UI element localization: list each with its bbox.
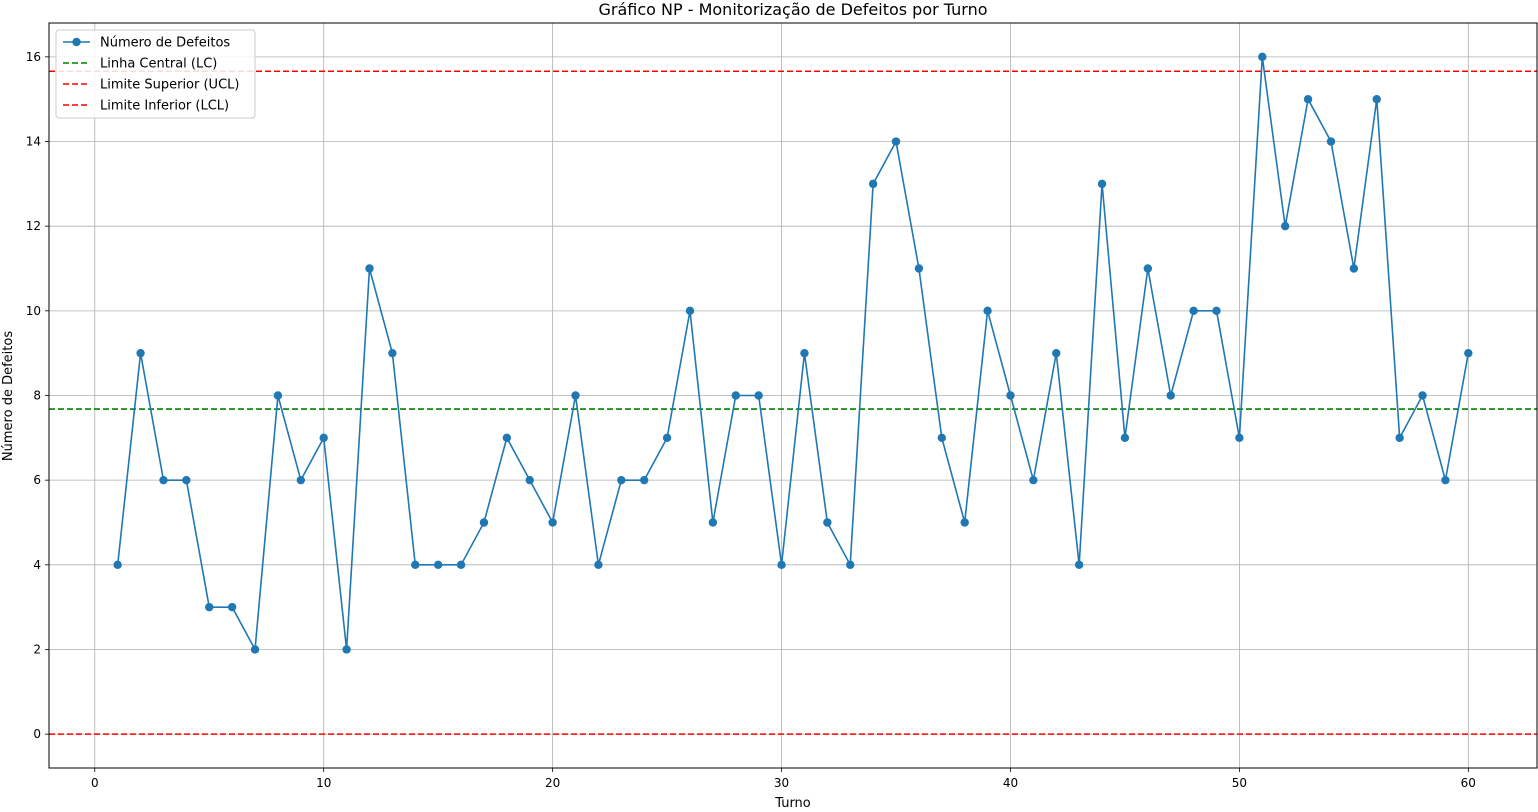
legend-box <box>55 29 256 119</box>
data-point <box>685 306 695 316</box>
legend-marker <box>72 37 81 47</box>
y-tick-label: 16 <box>26 50 41 64</box>
data-point <box>777 560 786 570</box>
data-point <box>846 560 855 570</box>
data-point <box>1166 391 1175 400</box>
data-point <box>1372 94 1381 104</box>
data-point <box>479 518 489 527</box>
data-point <box>1097 179 1107 189</box>
data-point <box>411 560 420 570</box>
data-point <box>1212 306 1221 316</box>
data-point <box>388 348 397 358</box>
chart-title: Gráfico NP - Monitorização de Defeitos p… <box>598 0 987 19</box>
data-point <box>1052 348 1061 358</box>
data-point <box>662 433 672 443</box>
y-tick-label: 14 <box>26 135 41 149</box>
data-point <box>1120 433 1130 443</box>
data-point <box>1143 264 1153 273</box>
data-point <box>548 518 557 527</box>
data-point <box>159 475 168 485</box>
data-point <box>502 433 512 443</box>
data-point <box>136 348 145 358</box>
x-axis-label: Turno <box>774 796 811 808</box>
data-point <box>525 475 534 485</box>
data-point <box>823 518 832 527</box>
x-tick-label: 20 <box>545 776 560 790</box>
data-point <box>640 475 649 485</box>
data-point <box>365 264 374 273</box>
data-point <box>868 179 878 189</box>
data-point <box>1464 348 1473 358</box>
legend-label: Limite Superior (UCL) <box>100 78 239 93</box>
data-point <box>1258 52 1267 62</box>
data-point <box>1326 137 1336 146</box>
data-point <box>960 518 969 527</box>
data-point <box>708 518 718 527</box>
data-point <box>456 560 466 570</box>
data-point <box>731 391 740 400</box>
data-point <box>342 645 351 654</box>
reference-lines <box>49 70 1537 735</box>
x-tick-label: 40 <box>1003 776 1018 790</box>
data-point <box>1303 94 1313 104</box>
data-point <box>594 560 603 570</box>
data-point <box>1418 391 1427 400</box>
x-tick-label: 30 <box>774 776 789 790</box>
y-tick-label: 6 <box>33 473 41 487</box>
data-point <box>205 602 214 612</box>
legend-label: Linha Central (LC) <box>100 57 217 72</box>
legend-label: Limite Inferior (LCL) <box>100 99 229 114</box>
data-point <box>937 433 946 443</box>
data-point <box>433 560 443 570</box>
data-point <box>1189 306 1198 316</box>
y-tick-label: 2 <box>33 642 41 656</box>
data-point <box>1395 433 1404 443</box>
x-tick-label: 60 <box>1461 776 1476 790</box>
data-point <box>1349 264 1359 273</box>
y-tick-label: 4 <box>33 558 41 572</box>
data-point <box>250 645 260 654</box>
x-tick-label: 50 <box>1232 776 1247 790</box>
data-point <box>914 264 924 273</box>
y-tick-label: 8 <box>33 389 41 403</box>
data-point <box>983 306 992 316</box>
data-point <box>319 433 328 443</box>
data-point <box>1235 433 1244 443</box>
y-tick-label: 12 <box>26 219 41 233</box>
data-point <box>617 475 626 485</box>
data-point <box>113 560 122 570</box>
y-axis-label: Número de Defeitos <box>1 331 16 461</box>
data-point <box>273 391 283 400</box>
series-layer <box>113 52 1473 654</box>
grid-layer <box>49 23 1537 768</box>
tick-layer: 0 10 20 30 40 50 60 0 2 4 6 8 10 12 14 16 <box>26 50 1476 790</box>
data-point <box>891 137 901 146</box>
data-point <box>1441 475 1450 485</box>
legend-label: Número de Defeitos <box>100 36 230 51</box>
data-point <box>754 391 763 400</box>
data-point <box>571 391 580 400</box>
x-tick-label: 10 <box>316 776 331 790</box>
data-point <box>800 348 809 358</box>
x-tick-label: 0 <box>91 776 99 790</box>
data-point <box>1006 391 1015 400</box>
data-point <box>1029 475 1038 485</box>
data-point <box>182 475 191 485</box>
legend: Número de Defeitos Linha Central (LC) Limi… <box>55 29 256 119</box>
series-line <box>116 56 1470 653</box>
y-tick-label: 0 <box>33 727 41 741</box>
data-point <box>296 475 306 485</box>
data-point <box>227 602 237 612</box>
data-point <box>1074 560 1084 570</box>
data-point <box>1280 221 1290 231</box>
y-tick-label: 10 <box>26 304 41 318</box>
